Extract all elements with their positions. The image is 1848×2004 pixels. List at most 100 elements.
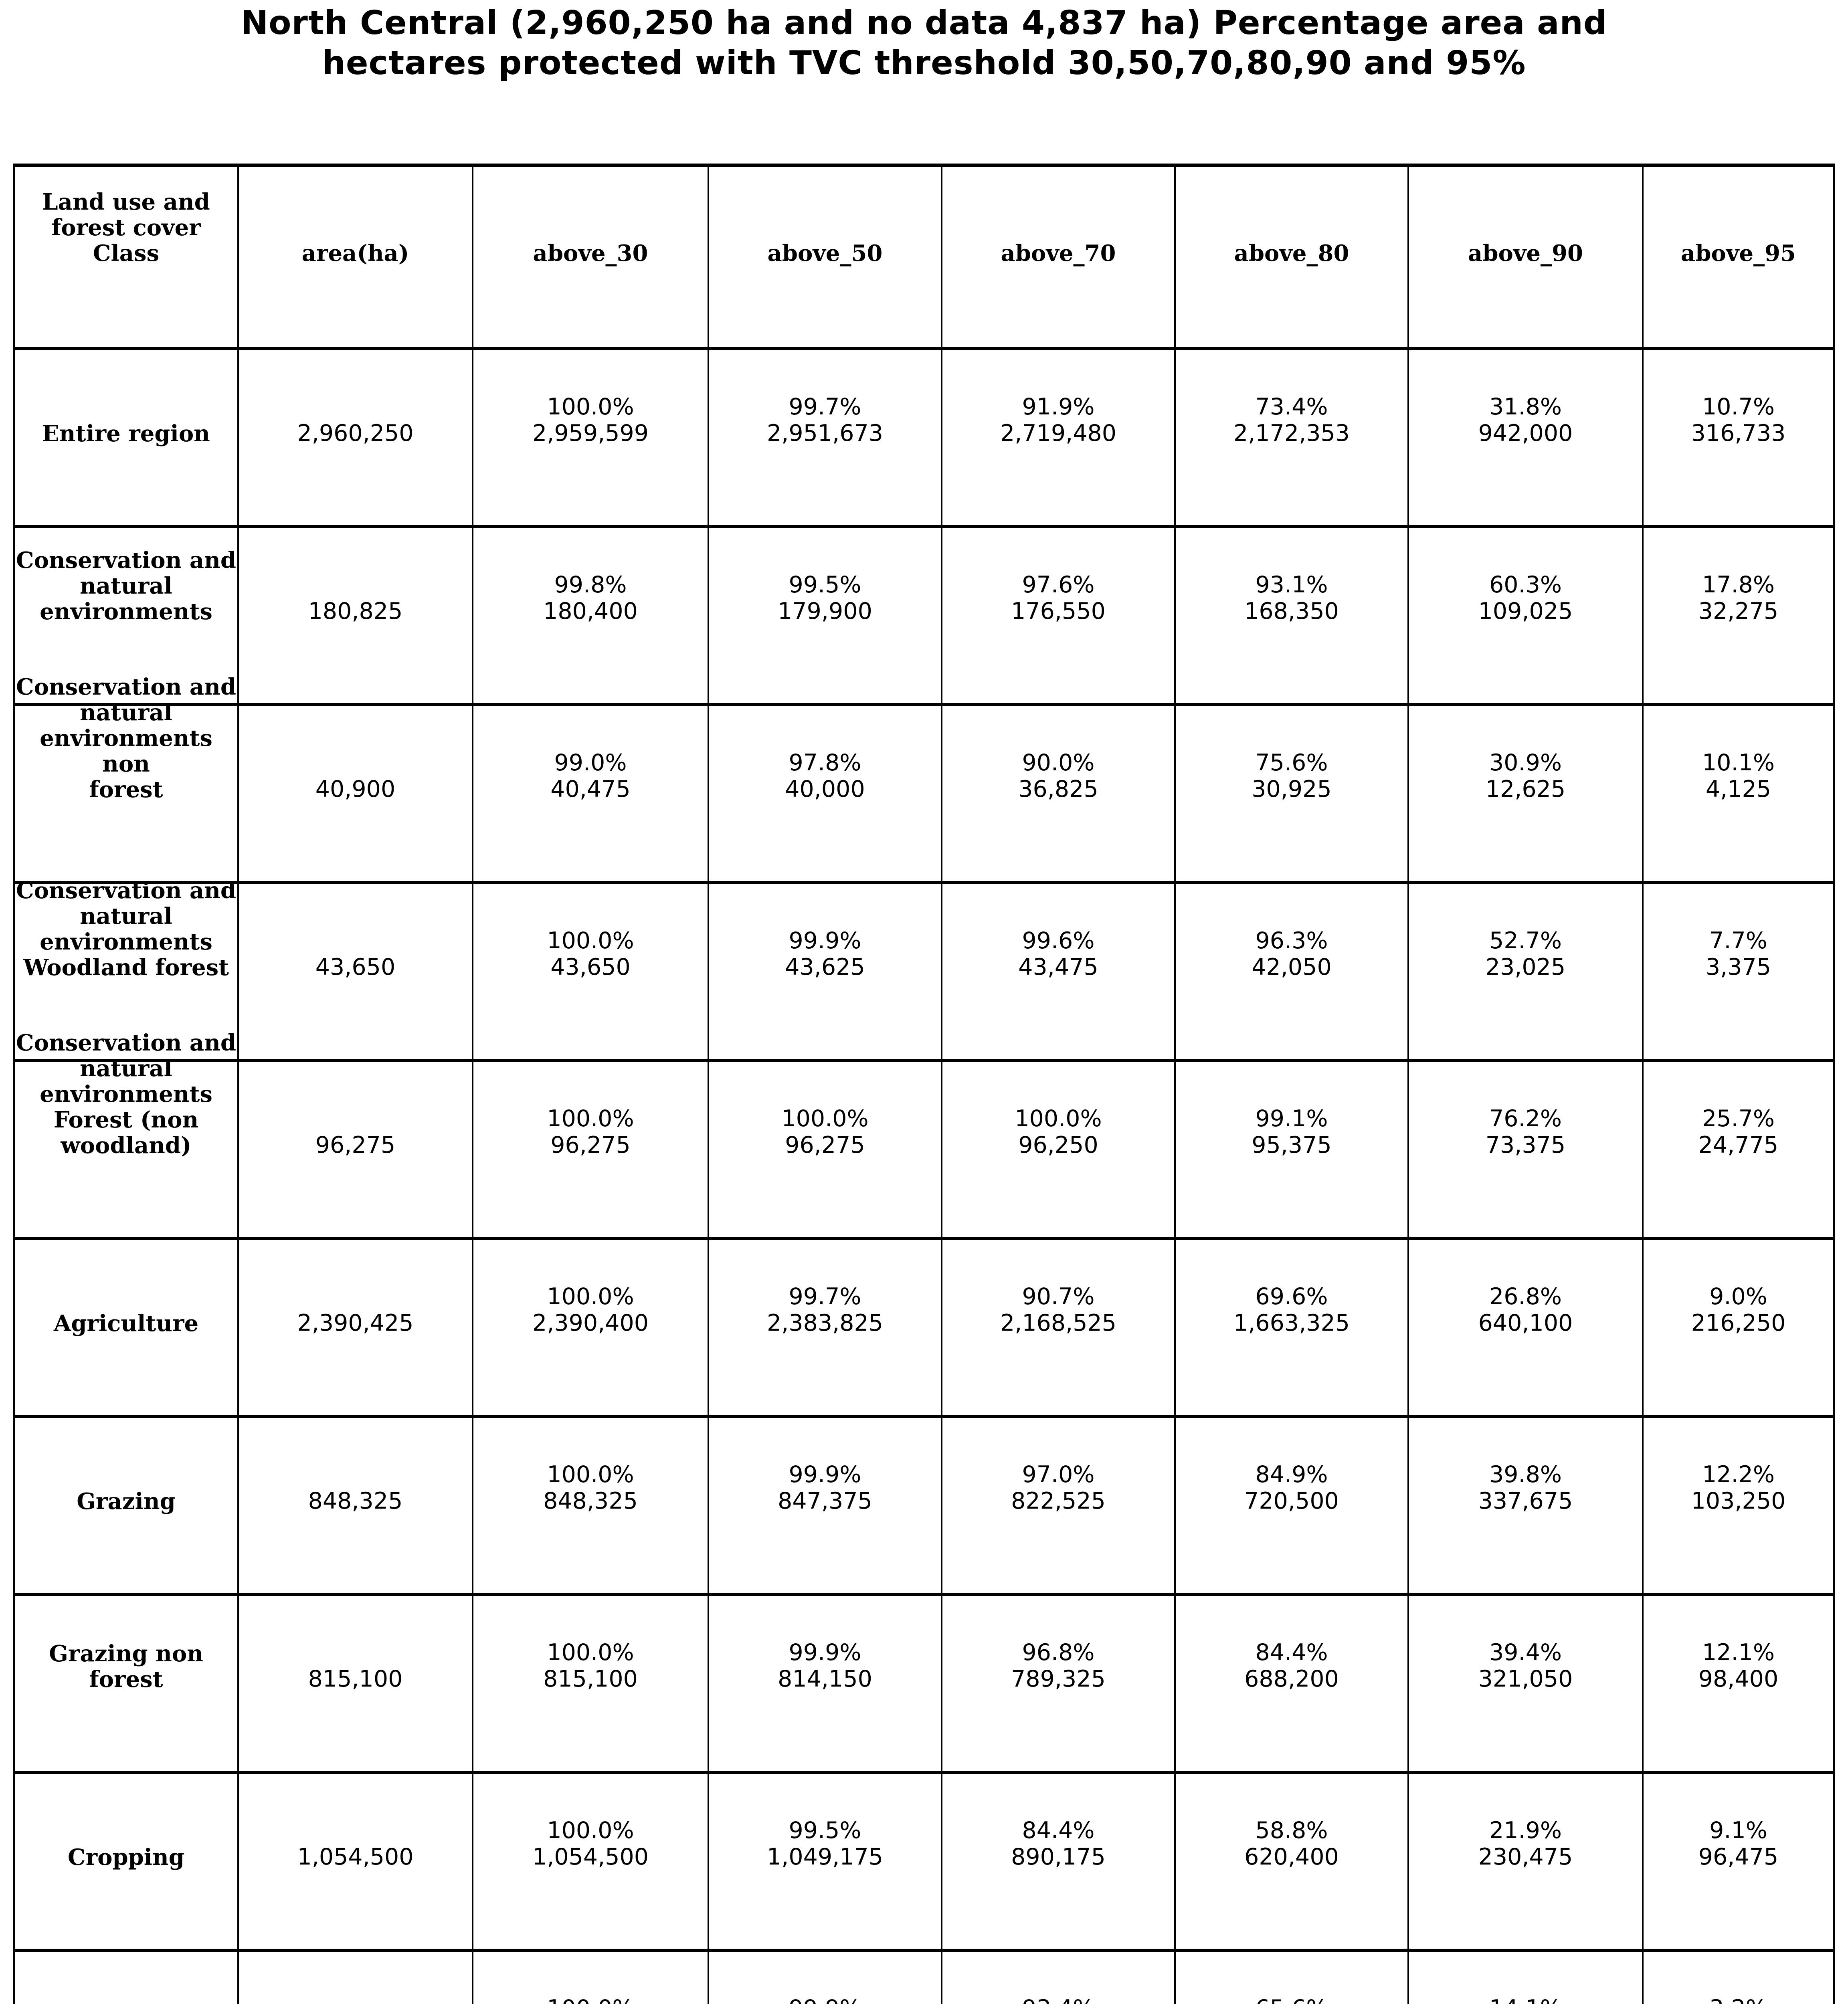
threshold-cell: 90.7% 2,168,525	[941, 1240, 1174, 1415]
threshold-cell: 96.3% 42,050	[1174, 884, 1407, 1059]
table-row: Conservation and natural environments Wo…	[15, 878, 1833, 1059]
pct-value: 97.8%	[789, 749, 861, 776]
ha-value: 890,175	[1011, 1843, 1106, 1870]
threshold-values: 90.0% 36,825	[942, 749, 1174, 802]
pct-value: 26.8%	[1489, 1283, 1562, 1310]
pct-value: 84.9%	[1255, 1461, 1328, 1488]
threshold-values: 97.0% 822,525	[942, 1461, 1174, 1514]
threshold-cell: 99.5% 1,049,175	[708, 1774, 941, 1949]
pct-value: 12.2%	[1702, 1461, 1775, 1488]
pct-value: 84.4%	[1255, 1639, 1328, 1666]
threshold-cell: 10.7% 316,733	[1642, 350, 1833, 525]
ha-value: 96,275	[785, 1131, 865, 1158]
ha-value: 814,150	[778, 1665, 872, 1692]
column-header-above-95: above_95	[1681, 240, 1796, 267]
threshold-values: 73.4% 2,172,353	[1176, 394, 1407, 446]
threshold-cell: 100.0% 2,959,599	[472, 350, 708, 525]
table-row: Entire region 2,960,250 100.0% 2,959,599 99.…	[15, 347, 1833, 525]
table-body-rows: Entire region 2,960,250 100.0% 2,959,599 99.…	[15, 347, 1833, 2004]
pct-value: 75.6%	[1255, 749, 1328, 776]
threshold-cell: 84.4% 688,200	[1174, 1596, 1407, 1771]
pct-value: 25.7%	[1702, 1105, 1775, 1132]
pct-value: 76.2%	[1489, 1105, 1562, 1132]
table-row: Irrigation476,550100.0%476,52599.9%476,2…	[15, 1949, 1833, 2004]
threshold-cell: 100.0% 96,250	[941, 1062, 1174, 1237]
threshold-cell: 84.4% 890,175	[941, 1774, 1174, 1949]
threshold-values: 12.2% 103,250	[1644, 1461, 1833, 1514]
row-label-cell: Grazing	[15, 1418, 237, 1593]
pct-value: 30.9%	[1489, 749, 1562, 776]
column-header-above-90: above_90	[1468, 240, 1583, 267]
area-cell: 96,275	[237, 1062, 472, 1237]
threshold-values: 99.1% 95,375	[1176, 1105, 1407, 1158]
ha-value: 40,475	[550, 776, 631, 802]
area-cell: 43,650	[237, 884, 472, 1059]
threshold-cell: 100.0%476,525	[472, 1952, 708, 2004]
column-header-above-50: above_50	[767, 240, 883, 267]
ha-value: 2,172,353	[1233, 420, 1350, 446]
pct-value: 99.9%	[709, 1995, 941, 2004]
area-value: 96,275	[315, 1131, 396, 1158]
threshold-values: 10.7% 316,733	[1644, 394, 1833, 446]
pct-value: 21.9%	[1489, 1817, 1562, 1844]
table-row: Cropping 1,054,500 100.0% 1,054,500 99.5% 1,0…	[15, 1771, 1833, 1949]
threshold-values: 7.7% 3,375	[1644, 927, 1833, 980]
row-label: Grazing	[77, 1488, 176, 1515]
ha-value: 1,663,325	[1233, 1309, 1350, 1336]
table-header-row: Land use and forest cover Class area(ha)…	[15, 167, 1833, 347]
row-label-cell: Conservation and natural environments Fo…	[15, 1030, 237, 1237]
pct-value: 90.7%	[1022, 1283, 1095, 1310]
threshold-cell: 99.9%476,225	[708, 1952, 941, 2004]
threshold-cell: 100.0% 1,054,500	[472, 1774, 708, 1949]
row-label: Grazing non forest	[49, 1640, 203, 1693]
threshold-cell: 99.1% 95,375	[1174, 1062, 1407, 1237]
threshold-cell: 31.8% 942,000	[1407, 350, 1642, 525]
threshold-values: 17.8% 32,275	[1644, 572, 1833, 624]
threshold-values: 100.0% 848,325	[473, 1461, 708, 1514]
pct-value: 99.5%	[789, 571, 861, 598]
row-label-cell: Conservation and natural environments Wo…	[15, 878, 237, 1059]
threshold-cell: 99.0% 40,475	[472, 706, 708, 881]
pct-value: 99.9%	[789, 927, 861, 954]
threshold-cell: 84.9% 720,500	[1174, 1418, 1407, 1593]
pct-value: 9.0%	[1709, 1283, 1767, 1310]
ha-value: 3,375	[1705, 954, 1771, 980]
threshold-cell: 100.0% 848,325	[472, 1418, 708, 1593]
pct-value: 97.0%	[1022, 1461, 1095, 1488]
pct-value: 99.8%	[554, 571, 627, 598]
threshold-values: 52.7% 23,025	[1409, 927, 1642, 980]
ha-value: 2,383,825	[766, 1309, 884, 1336]
area-cell: 2,960,250	[237, 350, 472, 525]
row-label: Agriculture	[53, 1310, 199, 1337]
area-value: 40,900	[315, 776, 396, 802]
pct-value: 99.5%	[789, 1817, 861, 1844]
ha-value: 73,375	[1485, 1131, 1566, 1158]
pct-value: 99.1%	[1255, 1105, 1328, 1132]
threshold-cell: 76.2% 73,375	[1407, 1062, 1642, 1237]
pct-value: 100.0%	[547, 1817, 634, 1844]
header-cell: above_80	[1174, 167, 1407, 347]
threshold-values: 100.0% 96,275	[473, 1105, 708, 1158]
ha-value: 103,250	[1691, 1487, 1786, 1514]
threshold-cell: 14.1%67,150	[1407, 1952, 1642, 2004]
threshold-cell: 52.7% 23,025	[1407, 884, 1642, 1059]
threshold-values: 84.4% 688,200	[1176, 1639, 1407, 1692]
threshold-values: 84.4% 890,175	[942, 1817, 1174, 1870]
row-label-cell: Agriculture	[15, 1240, 237, 1415]
threshold-values: 93.4%445,000	[942, 1995, 1174, 2004]
pct-value: 60.3%	[1489, 571, 1562, 598]
pct-value: 90.0%	[1022, 749, 1095, 776]
header-cell: above_70	[941, 167, 1174, 347]
ha-value: 180,400	[543, 598, 638, 624]
threshold-values: 96.8% 789,325	[942, 1639, 1174, 1692]
threshold-cell: 17.8% 32,275	[1642, 528, 1833, 703]
threshold-values: 84.9% 720,500	[1176, 1461, 1407, 1514]
threshold-values: 99.9%476,225	[709, 1995, 941, 2004]
threshold-cell: 99.9% 43,625	[708, 884, 941, 1059]
pct-value: 93.1%	[1255, 571, 1328, 598]
column-header-above-70: above_70	[1001, 240, 1116, 267]
threshold-values: 99.9% 814,150	[709, 1639, 941, 1692]
ha-value: 2,168,525	[1000, 1309, 1117, 1336]
threshold-cell: 3.2%15,050	[1642, 1952, 1833, 2004]
pct-value: 52.7%	[1489, 927, 1562, 954]
